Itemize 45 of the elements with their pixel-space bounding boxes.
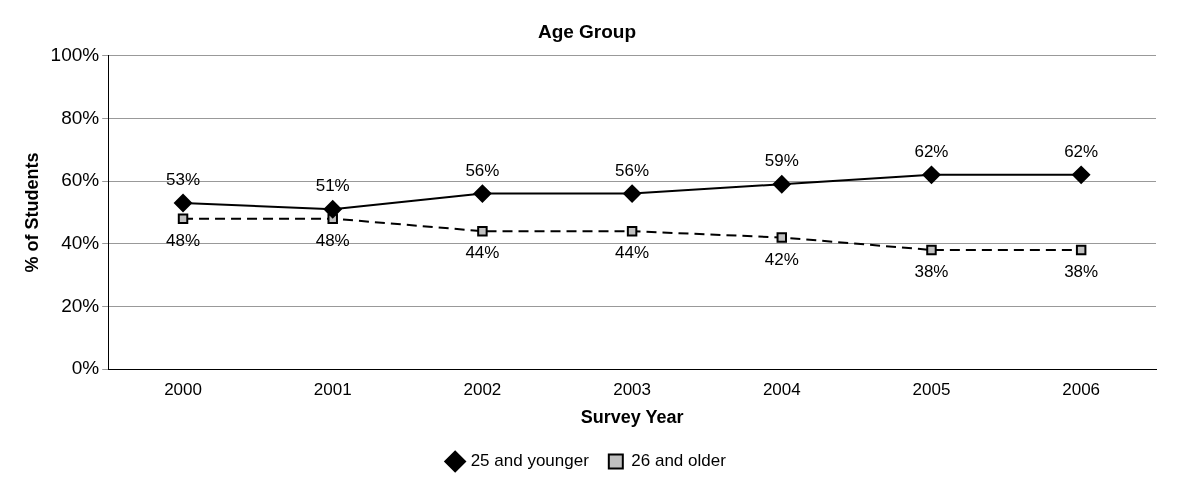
x-tick-label: 2004 [762, 379, 801, 399]
chart-title: Age Group [537, 20, 637, 42]
legend-label: 26 and older [631, 451, 727, 471]
x-tick-label: 2001 [313, 379, 352, 399]
point [776, 232, 788, 243]
x-tick-label: 2003 [613, 379, 652, 399]
data-label: 42% [764, 249, 799, 269]
y-tick-label: 0% [71, 357, 100, 379]
legend-label: 25 and younger [470, 451, 590, 471]
data-label: 59% [764, 151, 799, 171]
y-tick-label: 20% [61, 294, 100, 316]
y-tick-label: 100% [50, 44, 100, 66]
point [772, 175, 791, 194]
data-label: 38% [914, 262, 949, 282]
x-tick-label: 2006 [1062, 379, 1101, 399]
data-label: 44% [615, 243, 650, 263]
x-axis-title: Survey Year [580, 407, 684, 428]
point [623, 184, 642, 203]
point [926, 244, 937, 256]
data-label: 51% [315, 176, 350, 196]
y-tick-label: 40% [61, 231, 100, 253]
x-tick-label: 2002 [463, 379, 502, 399]
data-label: 44% [465, 243, 500, 263]
point [473, 184, 492, 203]
y-tick-label: 80% [61, 106, 100, 128]
data-label: 56% [465, 160, 500, 180]
data-label: 62% [1064, 142, 1099, 161]
data-label: 48% [166, 230, 201, 250]
y-tick-label: 60% [61, 169, 100, 191]
x-tick-label: 2000 [164, 379, 202, 399]
point [177, 213, 189, 224]
data-label: 62% [914, 142, 949, 161]
data-label: 48% [315, 230, 350, 250]
point [1072, 165, 1091, 184]
point [477, 225, 488, 237]
point [323, 200, 342, 219]
data-label: 56% [615, 160, 650, 180]
point [626, 225, 638, 237]
x-tick-label: 2005 [912, 379, 951, 399]
y-axis-title: % of Students [21, 152, 42, 273]
data-label: 53% [166, 170, 201, 190]
point [174, 194, 193, 212]
data-label: 38% [1064, 262, 1099, 282]
point [922, 165, 941, 184]
point [1075, 244, 1087, 256]
